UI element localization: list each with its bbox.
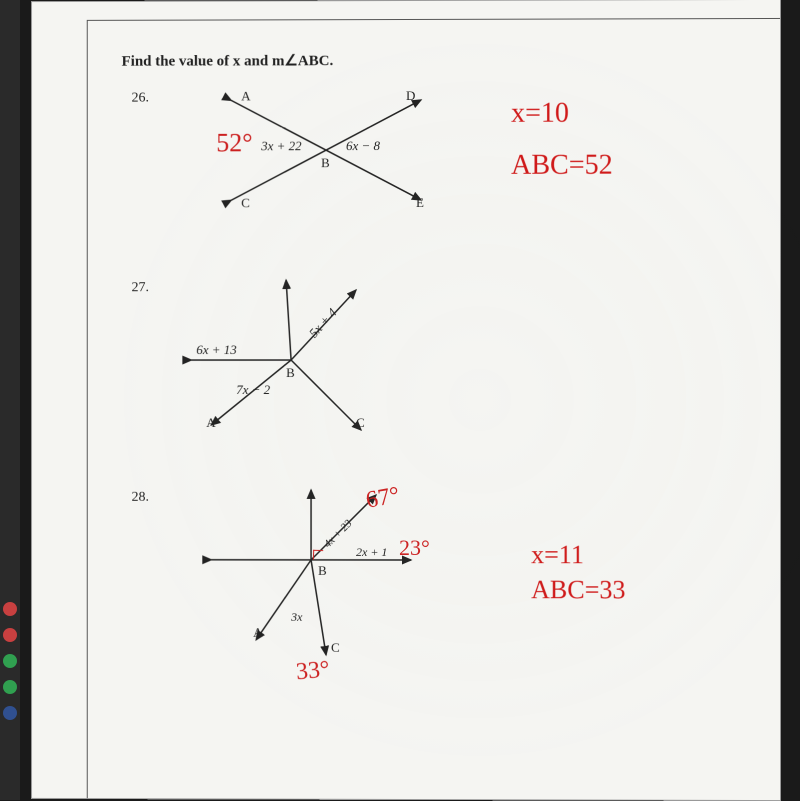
- diagram-28: [181, 480, 441, 670]
- dot-2[interactable]: [3, 628, 17, 642]
- expr-27-2: 7x − 2: [236, 382, 270, 398]
- written-23: 23°: [399, 535, 430, 561]
- problem-number: 27.: [132, 280, 149, 296]
- label-B: B: [318, 563, 327, 579]
- problem-number: 26.: [132, 91, 149, 107]
- label-A: A: [241, 88, 250, 104]
- dot-4[interactable]: [3, 680, 17, 694]
- problem-number: 28.: [132, 490, 149, 506]
- right-angle-mark: [313, 550, 323, 560]
- label-A: A: [253, 625, 262, 641]
- expr-26-2: 6x − 8: [346, 138, 380, 154]
- expr-28-2: 2x + 1: [356, 545, 387, 560]
- expr-27-1: 6x + 13: [196, 342, 236, 358]
- answer-26-abc: ABC=52: [511, 150, 613, 182]
- answer-28-x: x=11: [531, 540, 584, 570]
- label-D: D: [406, 88, 415, 104]
- problem-28: 28. 4x + 23 2x + 1 3x B A C 67° 23° 33° …: [132, 480, 740, 701]
- answer-26-x: x=10: [511, 98, 569, 130]
- expr-26-1: 3x + 22: [261, 138, 301, 154]
- app-sidebar: [0, 0, 20, 800]
- written-52: 52°: [216, 128, 252, 158]
- label-C: C: [241, 195, 250, 211]
- label-B: B: [321, 155, 330, 171]
- label-A: A: [206, 415, 215, 431]
- label-B: B: [286, 365, 295, 381]
- dot-1[interactable]: [3, 602, 17, 616]
- label-C: C: [331, 640, 340, 656]
- answer-28-abc: ABC=33: [531, 575, 625, 605]
- label-E: E: [416, 195, 424, 211]
- problem-26: 26. A D B C E 3x + 22 6x − 8 52° x=10 AB…: [132, 79, 740, 250]
- expr-28-3: 3x: [291, 610, 302, 625]
- written-33: 33°: [295, 656, 331, 686]
- dot-5[interactable]: [3, 706, 17, 720]
- written-67: 67°: [364, 482, 402, 514]
- dot-3[interactable]: [3, 654, 17, 668]
- label-C: C: [356, 415, 365, 431]
- worksheet-page: Find the value of x and m∠ABC. 26. A D B…: [31, 0, 781, 801]
- problem-27: 27. 6x + 13 7x − 2 5x + 4 B A C: [132, 270, 740, 460]
